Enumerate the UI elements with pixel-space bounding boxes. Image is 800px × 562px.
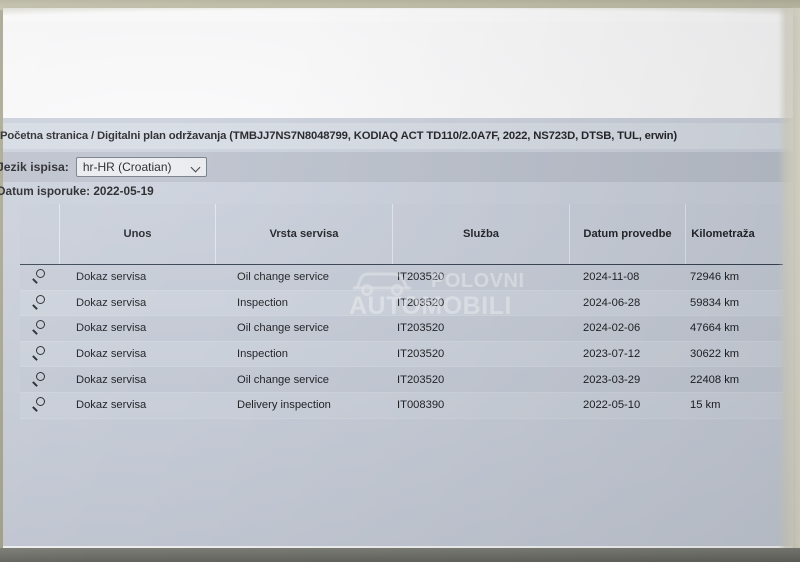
row-details-button[interactable]	[20, 291, 60, 316]
table-row[interactable]: Dokaz servisa Inspection IT203520 2023-07-1…	[20, 341, 783, 368]
chevron-down-icon	[192, 163, 201, 172]
printed-screenshot-area: Početna stranica / Digitalni plan održav…	[0, 118, 793, 546]
table-surface-right	[778, 8, 800, 556]
cell-sluzba: IT203520	[397, 348, 445, 361]
cell-kilometraza: 72946 km	[690, 271, 740, 284]
cell-sluzba: IT203520	[397, 296, 445, 309]
magnifier-icon	[32, 294, 48, 311]
table-row[interactable]: Dokaz servisa Delivery inspection IT008390…	[20, 392, 783, 419]
cell-vrsta-servisa: Oil change service	[237, 373, 330, 386]
cell-vrsta-servisa: Inspection	[237, 296, 288, 309]
printed-paper-sheet: Početna stranica / Digitalni plan održav…	[0, 8, 793, 556]
cell-datum-provedbe: 2024-11-08	[583, 271, 640, 284]
cell-datum-provedbe: 2024-06-28	[583, 296, 641, 309]
cell-kilometraza: 22408 km	[690, 373, 740, 386]
cell-vrsta-servisa: Oil change service	[237, 271, 330, 284]
breadcrumb[interactable]: Početna stranica / Digitalni plan održav…	[0, 130, 678, 142]
column-header-dept[interactable]: Služba	[393, 204, 570, 264]
table-surface-bottom	[0, 548, 800, 562]
table-row[interactable]: Dokaz servisa Oil change service IT203520 2…	[20, 265, 783, 291]
table-row[interactable]: Dokaz servisa Inspection IT203520 2024-06-2…	[20, 290, 783, 317]
magnifier-icon	[32, 269, 48, 285]
breadcrumb-bar: Početna stranica / Digitalni plan održav…	[0, 123, 793, 149]
language-label: Jezik ispisa:	[0, 160, 69, 174]
column-header-km[interactable]: Kilometraža	[691, 228, 755, 240]
cell-vrsta-servisa: Inspection	[237, 348, 288, 361]
cell-kilometraza: 47664 km	[690, 322, 740, 335]
delivery-date: Datum isporuke: 2022-05-19	[0, 184, 154, 198]
cell-datum-provedbe: 2024-02-06	[583, 322, 641, 335]
cell-unos: Dokaz servisa	[76, 322, 147, 335]
cell-unos: Dokaz servisa	[76, 399, 147, 412]
cell-unos: Dokaz servisa	[76, 271, 147, 284]
language-bar: Jezik ispisa: hr-HR (Croatian)	[0, 152, 793, 182]
magnifier-icon	[32, 320, 48, 336]
cell-datum-provedbe: 2023-03-29	[583, 373, 641, 386]
table-header-row: Unos Vrsta servisa Služba Datum provedbe…	[20, 204, 783, 265]
column-header-date[interactable]: Datum provedbe	[570, 204, 686, 264]
cell-datum-provedbe: 2022-05-10	[583, 399, 641, 412]
column-header-type[interactable]: Vrsta servisa	[216, 204, 393, 264]
cell-sluzba: IT203520	[397, 271, 445, 284]
row-details-button[interactable]	[20, 342, 60, 367]
service-history-table: Unos Vrsta servisa Služba Datum provedbe…	[20, 204, 783, 419]
row-details-button[interactable]	[20, 265, 60, 290]
cell-unos: Dokaz servisa	[76, 373, 147, 386]
language-select[interactable]: hr-HR (Croatian)	[75, 157, 207, 177]
row-details-button[interactable]	[20, 367, 60, 392]
cell-sluzba: IT203520	[397, 373, 445, 386]
row-details-button[interactable]	[20, 316, 60, 341]
cell-kilometraza: 30622 km	[690, 348, 740, 361]
table-body: Dokaz servisa Oil change service IT203520 2…	[20, 265, 783, 419]
cell-sluzba: IT203520	[397, 322, 445, 335]
cell-datum-provedbe: 2023-07-12	[583, 348, 641, 361]
cell-kilometraza: 15 km	[690, 399, 721, 412]
magnifier-icon	[32, 371, 48, 388]
column-header-unos[interactable]: Unos	[60, 204, 216, 264]
paper-top-edge	[3, 8, 793, 22]
row-details-button[interactable]	[20, 393, 60, 418]
cell-unos: Dokaz servisa	[76, 296, 147, 309]
language-select-value: hr-HR (Croatian)	[82, 160, 172, 174]
magnifier-icon	[32, 397, 48, 413]
column-header-icon	[20, 204, 60, 264]
table-row[interactable]: Dokaz servisa Oil change service IT203520 2…	[20, 367, 783, 393]
cell-vrsta-servisa: Oil change service	[237, 322, 330, 335]
table-row[interactable]: Dokaz servisa Oil change service IT203520 2…	[20, 316, 783, 342]
cell-kilometraza: 59834 km	[690, 296, 740, 309]
cell-vrsta-servisa: Delivery inspection	[237, 399, 331, 412]
magnifier-icon	[32, 346, 48, 362]
cell-sluzba: IT008390	[397, 399, 445, 412]
cell-unos: Dokaz servisa	[76, 348, 147, 361]
